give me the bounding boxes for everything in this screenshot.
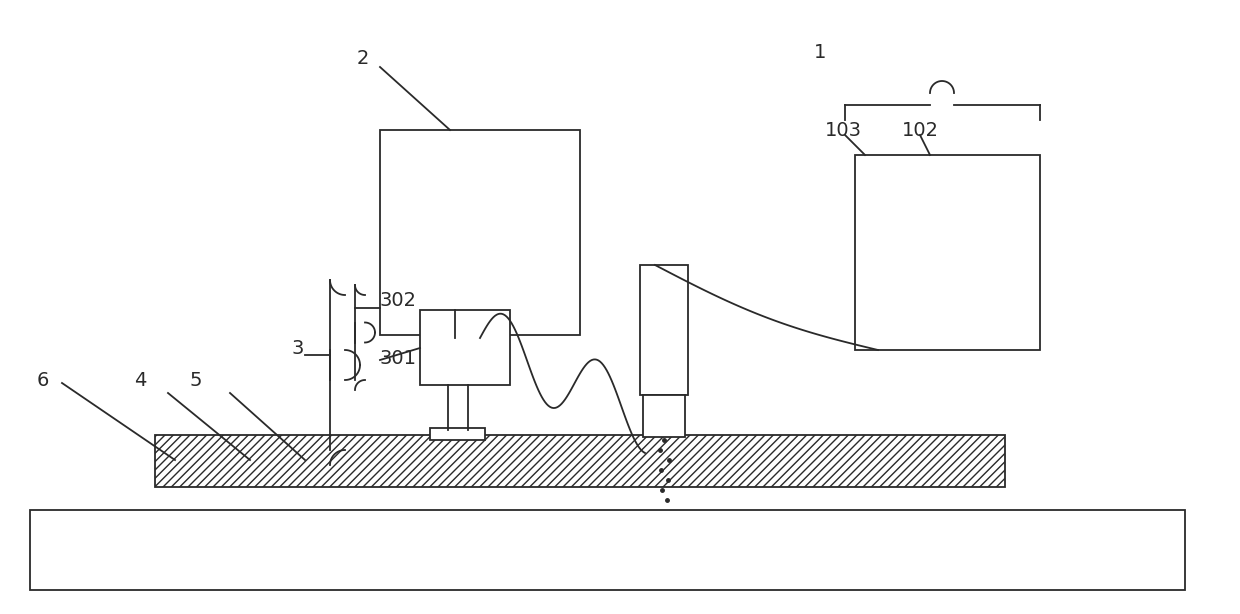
Text: 6: 6 — [37, 370, 50, 389]
Bar — [640, 265, 688, 395]
Bar — [379, 130, 580, 335]
Bar — [430, 428, 485, 440]
Text: 302: 302 — [379, 290, 417, 309]
Text: 2: 2 — [357, 49, 370, 68]
Bar — [644, 395, 684, 437]
Text: 1: 1 — [813, 42, 826, 61]
Text: 4: 4 — [134, 370, 146, 389]
Text: 3: 3 — [291, 338, 304, 357]
Bar — [155, 435, 1004, 487]
Bar — [420, 310, 510, 385]
Text: 102: 102 — [901, 120, 939, 139]
Bar — [30, 510, 1185, 590]
Text: 103: 103 — [825, 120, 862, 139]
Bar — [856, 155, 1040, 350]
Text: 301: 301 — [379, 349, 417, 368]
Text: 5: 5 — [190, 370, 202, 389]
